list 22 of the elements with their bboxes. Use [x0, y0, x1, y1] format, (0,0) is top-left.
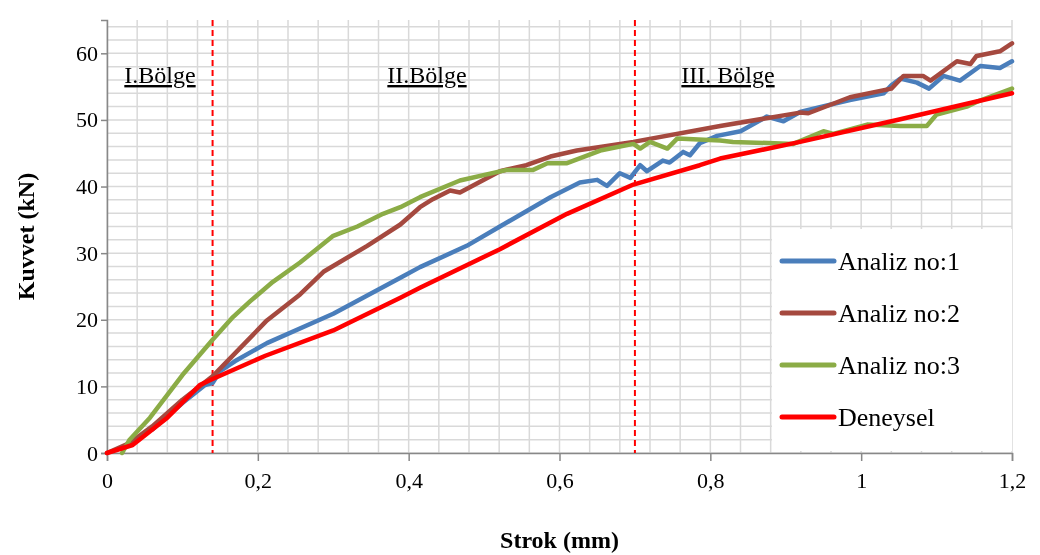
legend-label: Analiz no:3	[838, 351, 961, 380]
x-tick-label: 0,8	[697, 468, 725, 494]
x-tick-label: 0,6	[546, 468, 574, 494]
x-tick-label: 1,2	[998, 468, 1027, 494]
x-axis-title: Strok (mm)	[500, 527, 619, 553]
y-tick-label: 60	[76, 40, 98, 66]
y-tick-label: 0	[87, 440, 98, 466]
x-tick-label: 0,2	[244, 468, 273, 494]
y-tick-label: 20	[76, 307, 98, 333]
legend-label: Analiz no:2	[838, 299, 961, 328]
y-axis-title: Kuvvet (kN)	[13, 172, 39, 301]
y-tick-label: 40	[76, 174, 98, 200]
annotation: I.Bölge	[124, 62, 196, 88]
y-tick-label: 30	[76, 240, 98, 266]
y-tick-label: 50	[76, 107, 98, 133]
annotation: II.Bölge	[387, 62, 467, 88]
y-tick-label: 10	[76, 373, 98, 399]
legend-label: Deneysel	[838, 403, 935, 432]
x-tick-label: 0,4	[395, 468, 423, 494]
legend-label: Analiz no:1	[838, 247, 961, 276]
annotation: III. Bölge	[681, 62, 775, 88]
x-tick-label: 1	[856, 468, 868, 494]
